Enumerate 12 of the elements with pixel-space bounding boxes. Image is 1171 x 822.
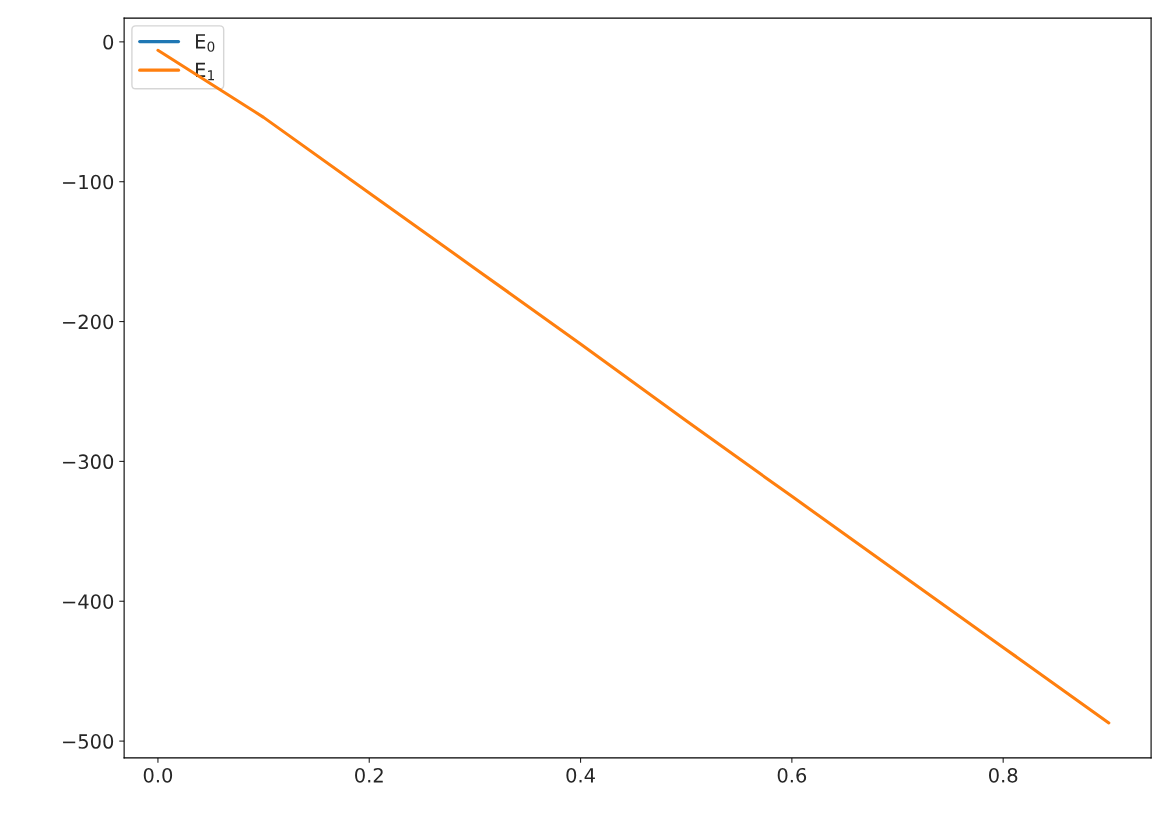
y-tick-label: −400 xyxy=(63,594,114,609)
y-tick-label: 0 xyxy=(103,34,114,50)
x-tick-label: 0.2 xyxy=(355,767,383,783)
y-tick-label: −200 xyxy=(63,314,114,330)
y-tick-label: −300 xyxy=(63,454,114,470)
x-tick-label: 0.8 xyxy=(989,767,1018,783)
x-tick-label: 0.4 xyxy=(566,767,595,783)
x-tick-label: 0.0 xyxy=(143,767,173,783)
y-tick-label: −500 xyxy=(63,734,114,749)
x-tick-label: 0.6 xyxy=(777,767,807,783)
y-tick-label: −100 xyxy=(63,174,114,190)
legend-label: E$_{0}$ xyxy=(196,34,215,52)
